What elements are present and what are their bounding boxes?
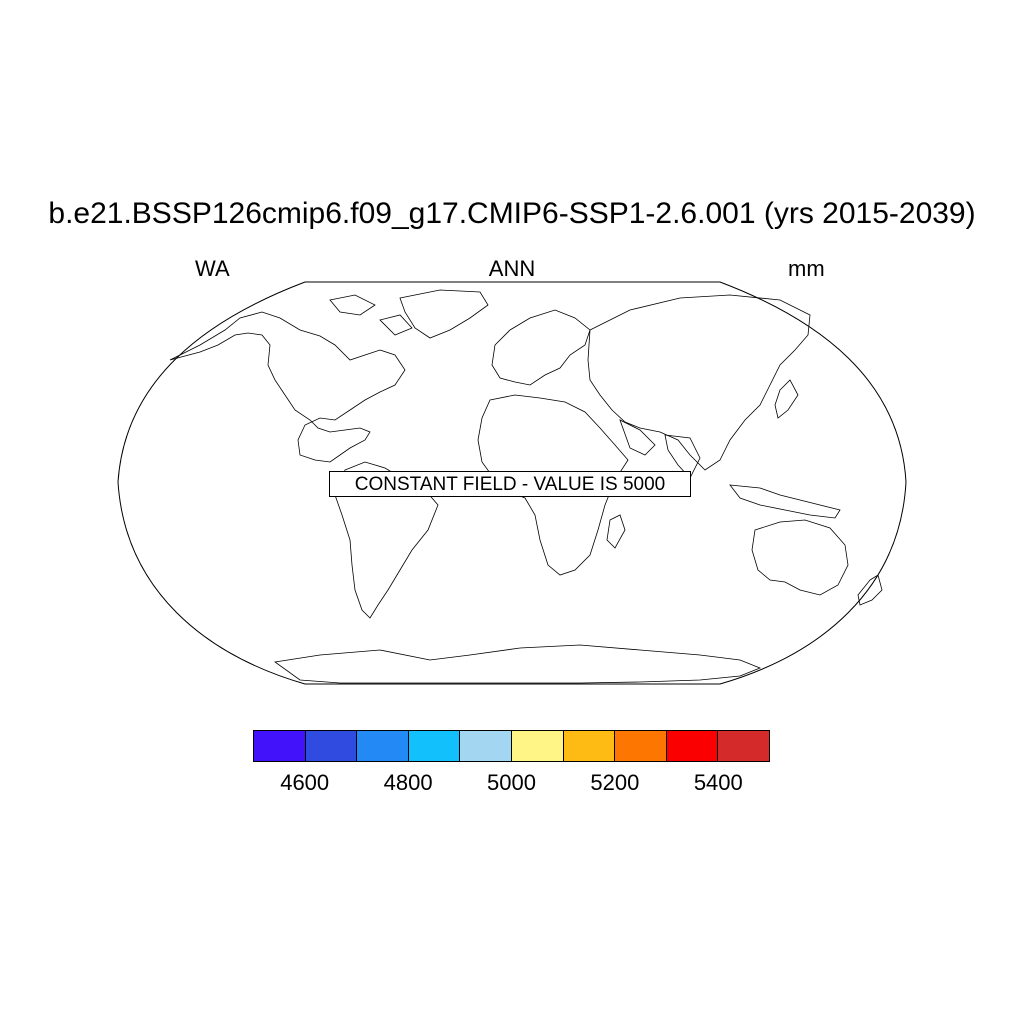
- colorbar-tick-label: 5400: [693, 770, 743, 795]
- coast-asia: [587, 294, 811, 471]
- coast-new-zealand: [857, 574, 883, 606]
- colorbar-box-9: [666, 731, 719, 761]
- colorbar-box-5: [460, 731, 512, 761]
- units-label: mm: [788, 256, 825, 281]
- coast-arctic-islands: [329, 294, 413, 336]
- constant-field-annotation: CONSTANT FIELD - VALUE IS 5000: [329, 471, 691, 497]
- coast-greenland: [399, 289, 489, 339]
- colorbar-box-3: [357, 731, 409, 761]
- colorbar-box-6: [511, 731, 564, 761]
- colorbar-tick-label: 5000: [487, 770, 536, 795]
- colorbar-box-10: [718, 731, 769, 761]
- colorbar-tick-label: 4800: [383, 770, 433, 795]
- coast-north-america: [169, 311, 406, 463]
- colorbar: [253, 730, 770, 762]
- season-label: ANN: [488, 256, 536, 281]
- colorbar-box-1: [254, 731, 306, 761]
- coast-antarctica: [273, 644, 762, 684]
- coast-indonesia: [729, 484, 841, 519]
- colorbar-box-7: [563, 731, 616, 761]
- coast-madagascar: [606, 514, 626, 549]
- colorbar-box-8: [615, 731, 667, 761]
- variable-label: WA: [195, 256, 230, 281]
- colorbar-tick-label: 4600: [280, 770, 330, 795]
- coast-japan: [774, 379, 799, 419]
- coast-australia: [751, 519, 849, 596]
- colorbar-tick-label: 5200: [590, 770, 640, 795]
- plot-title: b.e21.BSSP126cmip6.f09_g17.CMIP6-SSP1-2.…: [48, 197, 976, 230]
- coast-europe: [491, 309, 591, 386]
- colorbar-box-2: [305, 731, 358, 761]
- colorbar-box-4: [408, 731, 461, 761]
